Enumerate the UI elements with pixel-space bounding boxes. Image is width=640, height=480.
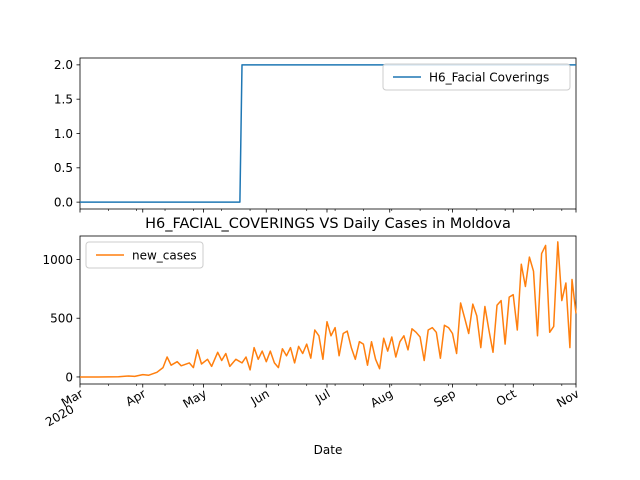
x-tick-label: Jun [248, 386, 272, 408]
x-tick-label: May [181, 386, 209, 411]
legend-box [382, 63, 571, 91]
legend: new_cases [85, 241, 204, 269]
x-axis-label: Date [314, 443, 343, 457]
legend-label: new_cases [132, 248, 197, 262]
y-tick-label: 500 [50, 312, 73, 326]
y-tick-label: 0 [65, 370, 73, 384]
x-tick-label: Jul [312, 386, 332, 406]
x-tick-label: Apr [123, 386, 148, 409]
x-tick-label: Aug [368, 386, 395, 410]
legend-box [85, 241, 204, 269]
y-tick-label: 1000 [42, 253, 73, 267]
chart-title: H6_FACIAL_COVERINGS VS Daily Cases in Mo… [145, 216, 511, 232]
y-tick-label: 2.0 [54, 58, 73, 72]
series-line-new_cases [80, 241, 577, 378]
y-tick-label: 0.0 [54, 195, 73, 209]
legend-label: H6_Facial Coverings [429, 70, 549, 84]
top-plot: 0.0 0.5 1.0 1.5 2.0 H6_Facial Coverings [54, 57, 577, 213]
y-tick-label: 0.5 [54, 161, 73, 175]
x-tick-label: Sep [431, 386, 458, 409]
y-tick-label: 1.0 [54, 127, 73, 141]
x-tick-label: Nov [554, 386, 581, 410]
legend: H6_Facial Coverings [382, 63, 571, 91]
y-tick-label: 1.5 [54, 92, 73, 106]
x-tick-label: Oct [494, 386, 519, 409]
x-tick-label: 2020 [43, 402, 76, 429]
